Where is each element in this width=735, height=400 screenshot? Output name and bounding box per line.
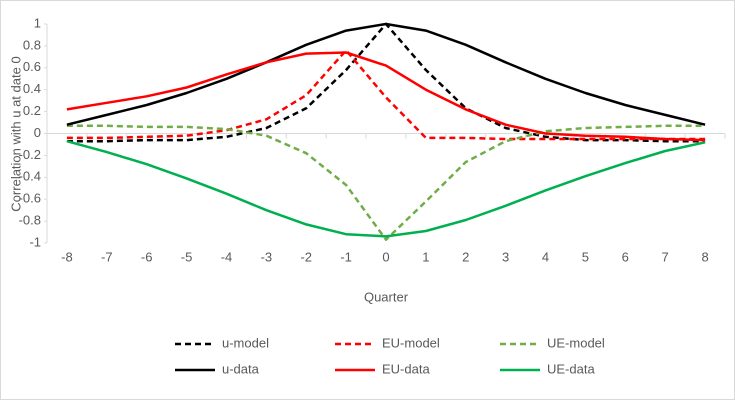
series-line <box>66 139 706 238</box>
x-tick-label: -5 <box>181 249 193 264</box>
y-tick-label: 0.2 <box>23 103 41 118</box>
x-tick-label: -3 <box>261 249 273 264</box>
series-line <box>66 124 706 241</box>
x-tick-label: 1 <box>422 249 429 264</box>
y-tick-label: -0.4 <box>19 169 41 184</box>
y-axis-title: Correlation with u at date 0 <box>8 56 23 211</box>
legend-label: u-data <box>222 361 260 376</box>
x-tick-label: -2 <box>300 249 312 264</box>
x-tick-label: -8 <box>61 249 73 264</box>
x-tick-label: -6 <box>141 249 153 264</box>
x-tick-label: 3 <box>502 249 509 264</box>
series-line <box>66 51 706 142</box>
legend-label: EU-model <box>382 335 440 350</box>
y-tick-label: -0.2 <box>19 147 41 162</box>
legend-label: u-model <box>222 335 269 350</box>
y-tick-label: 0.6 <box>23 59 41 74</box>
x-tick-label: 0 <box>382 249 389 264</box>
y-tick-label: 0 <box>34 125 41 140</box>
x-tick-label: 7 <box>662 249 669 264</box>
x-axis-title: Quarter <box>364 289 409 304</box>
y-tick-label: 1 <box>34 15 41 30</box>
x-tick-label: -1 <box>340 249 352 264</box>
y-tick-label: 0.4 <box>23 81 41 96</box>
x-tick-label: -7 <box>101 249 113 264</box>
legend-label: UE-data <box>547 361 595 376</box>
legend-label: EU-data <box>382 361 430 376</box>
series-line <box>66 22 706 126</box>
x-tick-label: 6 <box>622 249 629 264</box>
y-tick-label: -0.8 <box>19 213 41 228</box>
x-tick-label: -4 <box>221 249 233 264</box>
x-tick-label: 8 <box>701 249 708 264</box>
y-tick-label: 0.8 <box>23 37 41 52</box>
x-tick-label: 2 <box>462 249 469 264</box>
x-tick-label: 5 <box>582 249 589 264</box>
y-tick-label: -1 <box>29 234 41 249</box>
y-tick-label: -0.6 <box>19 191 41 206</box>
x-tick-label: 4 <box>542 249 549 264</box>
legend-label: UE-model <box>547 335 605 350</box>
